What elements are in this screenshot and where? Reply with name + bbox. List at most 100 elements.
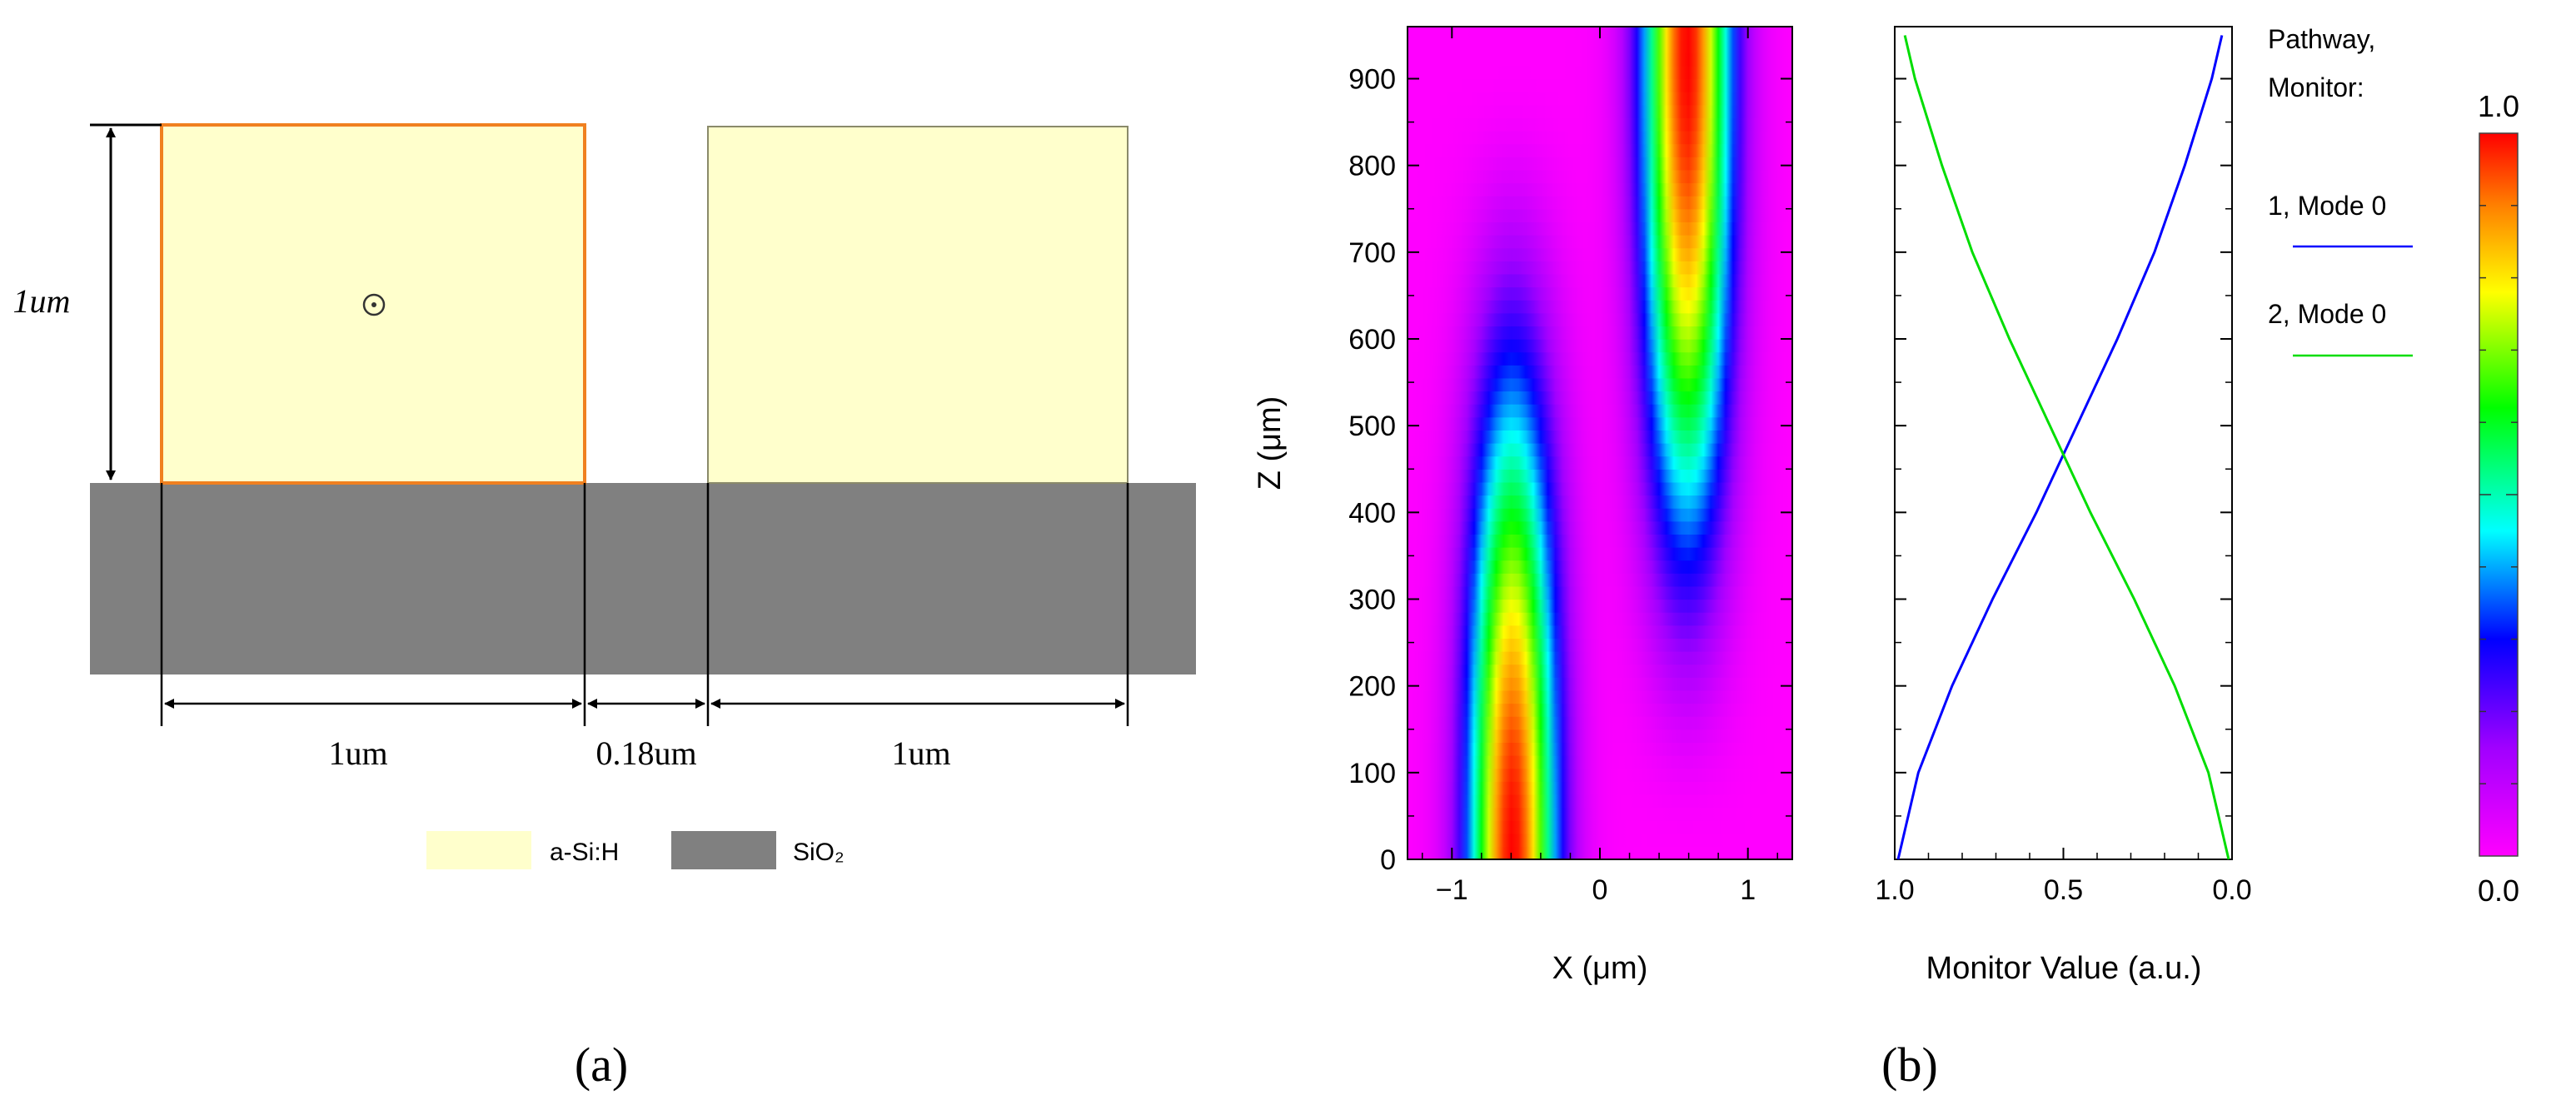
heatmap-row	[1408, 520, 1792, 535]
source-marker-icon	[362, 293, 386, 316]
heatmap-rows	[1408, 27, 1792, 859]
colorbar-max-label: 1.0	[2478, 89, 2519, 123]
heatmap-row	[1408, 794, 1792, 809]
heatmap-row	[1408, 677, 1792, 691]
heatmap-row	[1408, 430, 1792, 444]
panel-a-caption: (a)	[575, 1038, 628, 1092]
legend-title-line1: Pathway,	[2268, 24, 2375, 54]
heatmap-row	[1408, 689, 1792, 704]
heatmap-axes: 0 100 200 300 400 500 600 700 800 900 −1 0 1	[1348, 27, 1792, 906]
heatmap-row	[1408, 273, 1792, 288]
heatmap-ylabel: Z (μm)	[1253, 396, 1288, 490]
heatmap-row	[1408, 664, 1792, 678]
heatmap-row	[1408, 339, 1792, 353]
heatmap-row	[1408, 377, 1792, 392]
panel-b-caption: (b)	[1881, 1038, 1938, 1092]
heatmap-row	[1408, 222, 1792, 236]
colorbar: 1.0 0.0	[2478, 89, 2519, 908]
monitor-xtick-label: 0.0	[2212, 874, 2251, 906]
width-left-dimension-label: 1um	[328, 734, 387, 772]
monitor-legend: Pathway, Monitor: 1, Mode 0 2, Mode 0	[2268, 24, 2413, 357]
heatmap-row	[1408, 755, 1792, 769]
heatmap-ytick-label: 900	[1348, 64, 1396, 96]
heatmap-row	[1408, 157, 1792, 171]
monitor-axes: 1.0 0.5 0.0	[1875, 77, 2252, 906]
heatmap-row	[1408, 169, 1792, 184]
monitor-line-pathway-1	[1896, 35, 2224, 860]
heatmap-row	[1408, 612, 1792, 626]
heatmap-row	[1408, 469, 1792, 483]
heatmap-row	[1408, 455, 1792, 470]
legend-item-pathway-2: 2, Mode 0	[2268, 299, 2386, 329]
monitor-xtick-label: 1.0	[1875, 874, 1914, 906]
monitor-curves	[1896, 35, 2230, 860]
heatmap-xtick-label: 0	[1592, 874, 1608, 906]
panel-a: 1um 1um 0.18um 1um a-Si:H SiO₂ (a)	[13, 123, 1196, 1092]
legend-item-pathway-1: 1, Mode 0	[2268, 191, 2386, 221]
heatmap-row	[1408, 235, 1792, 249]
right-waveguide	[707, 126, 1129, 484]
heatmap-row	[1408, 117, 1792, 132]
material-legend: a-Si:H SiO₂	[426, 831, 845, 869]
heatmap-ytick-label: 100	[1348, 758, 1396, 789]
heatmap-row	[1408, 65, 1792, 80]
heatmap-row	[1408, 573, 1792, 587]
heatmap-row	[1408, 781, 1792, 795]
heatmap-row	[1408, 300, 1792, 314]
monitor-xtick-label: 0.5	[2044, 874, 2083, 906]
heatmap-row	[1408, 820, 1792, 834]
heatmap-xtick-label: −1	[1436, 874, 1468, 906]
heatmap-row	[1408, 247, 1792, 261]
legend-title-line2: Monitor:	[2268, 72, 2364, 102]
heatmap-row	[1408, 599, 1792, 613]
heatmap-row	[1408, 286, 1792, 301]
heatmap-row	[1408, 807, 1792, 821]
heatmap-row	[1408, 196, 1792, 210]
heatmap-row	[1408, 143, 1792, 157]
heatmap-row	[1408, 729, 1792, 743]
heatmap-row	[1408, 716, 1792, 730]
colorbar-min-label: 0.0	[2478, 874, 2519, 908]
legend-swatch-sio2	[671, 831, 776, 869]
heatmap-ytick-label: 500	[1348, 411, 1396, 442]
heatmap-row	[1408, 651, 1792, 665]
heatmap-ytick-label: 800	[1348, 151, 1396, 182]
monitor-plot-frame	[1894, 26, 2233, 860]
heatmap-row	[1408, 416, 1792, 431]
heatmap-row	[1408, 92, 1792, 106]
heatmap-xtick-label: 1	[1740, 874, 1756, 906]
legend-swatch-asih	[426, 831, 531, 869]
sio2-substrate	[90, 483, 1196, 674]
heatmap-row	[1408, 78, 1792, 92]
heatmap-row	[1408, 351, 1792, 366]
heatmap-row	[1408, 391, 1792, 405]
heatmap-row	[1408, 104, 1792, 118]
heatmap-ytick-label: 300	[1348, 585, 1396, 616]
monitor-line-pathway-2	[1903, 35, 2230, 860]
heatmap-row	[1408, 495, 1792, 509]
heatmap-row	[1408, 703, 1792, 717]
heatmap-row	[1408, 208, 1792, 222]
heatmap-xlabel: X (μm)	[1552, 951, 1648, 986]
heatmap-ytick-label: 400	[1348, 497, 1396, 529]
heatmap-row	[1408, 365, 1792, 379]
heatmap-row	[1408, 625, 1792, 639]
height-dimension-label: 1um	[13, 282, 71, 320]
heatmap-row	[1408, 585, 1792, 600]
heatmap-row	[1408, 261, 1792, 275]
legend-label-asih: a-Si:H	[550, 839, 619, 866]
heatmap-row	[1408, 52, 1792, 67]
heatmap-ytick-label: 0	[1380, 844, 1396, 876]
heatmap-row	[1408, 742, 1792, 756]
heatmap-row	[1408, 131, 1792, 145]
legend-label-sio2: SiO₂	[793, 839, 845, 866]
monitor-xlabel: Monitor Value (a.u.)	[1926, 951, 2202, 986]
gap-dimension-label: 0.18um	[595, 734, 696, 772]
heatmap-row	[1408, 833, 1792, 847]
width-right-dimension-label: 1um	[891, 734, 950, 772]
heatmap-row	[1408, 326, 1792, 340]
heatmap-row	[1408, 638, 1792, 652]
heatmap-ytick-label: 600	[1348, 324, 1396, 356]
